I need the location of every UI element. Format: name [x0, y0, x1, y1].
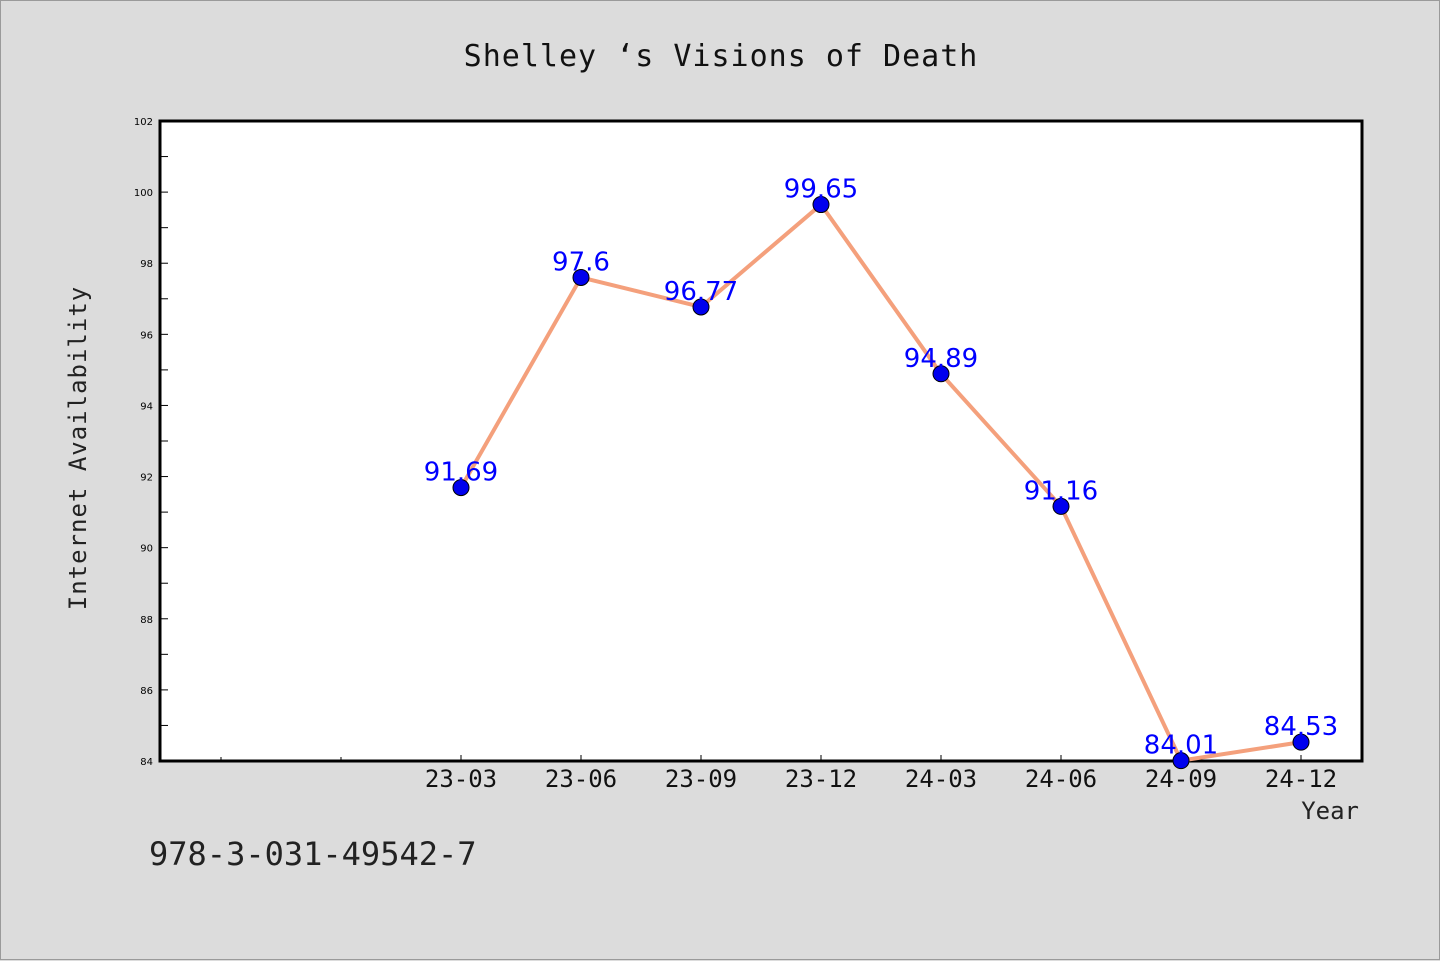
data-point [692, 298, 710, 316]
data-point [1052, 497, 1070, 515]
data-label: 99.65 [784, 175, 858, 205]
data-point [1172, 752, 1190, 770]
y-tick-label: 86 [140, 686, 153, 697]
chart-title: Shelley ‘s Visions of Death [463, 39, 979, 74]
data-point [932, 365, 950, 383]
y-axis: 84 86 88 90 92 94 96 98 100 102 [134, 117, 168, 768]
data-label: 91.16 [1024, 476, 1098, 506]
x-tick-label: 24-06 [1025, 765, 1097, 793]
data-label: 91.69 [424, 458, 498, 488]
y-tick-label: 90 [140, 544, 153, 555]
data-point [452, 479, 470, 497]
x-axis-label: Year [1301, 797, 1359, 825]
x-tick-label: 24-03 [905, 765, 977, 793]
footer-code: 978-3-031-49542-7 [149, 835, 477, 873]
x-tick-label: 24-09 [1145, 765, 1217, 793]
data-label: 97.6 [552, 247, 610, 277]
data-point [1292, 733, 1310, 751]
y-tick-label: 98 [140, 259, 153, 270]
plot-area [158, 119, 1364, 763]
data-label: 96.77 [664, 277, 738, 307]
series-line [459, 202, 1302, 763]
y-tick-label: 96 [140, 330, 153, 341]
x-tick-label: 23-09 [665, 765, 737, 793]
y-tick-label: 84 [140, 757, 153, 768]
y-tick-label: 88 [140, 615, 153, 626]
x-tick-label: 23-06 [545, 765, 617, 793]
x-tick-label: 23-12 [785, 765, 857, 793]
data-label: 84.01 [1144, 731, 1218, 761]
y-tick-label: 92 [140, 473, 153, 484]
y-tick-label: 100 [134, 188, 153, 199]
x-tick-label: 24-12 [1265, 765, 1337, 793]
data-label: 94.89 [904, 344, 978, 374]
data-label: 84.53 [1264, 712, 1338, 742]
data-point [812, 196, 830, 214]
series-line-group: 91.69 97.6 96.77 99.65 94.89 91.16 84.01 84.53 [424, 175, 1338, 770]
x-tick-label: 23-03 [425, 765, 497, 793]
y-tick-label: 94 [140, 401, 153, 412]
y-tick-label: 102 [134, 117, 153, 128]
x-axis: 23-03 23-06 23-09 23-12 24-03 24-06 24-09 24-12 [220, 755, 1337, 793]
data-point [572, 268, 590, 286]
